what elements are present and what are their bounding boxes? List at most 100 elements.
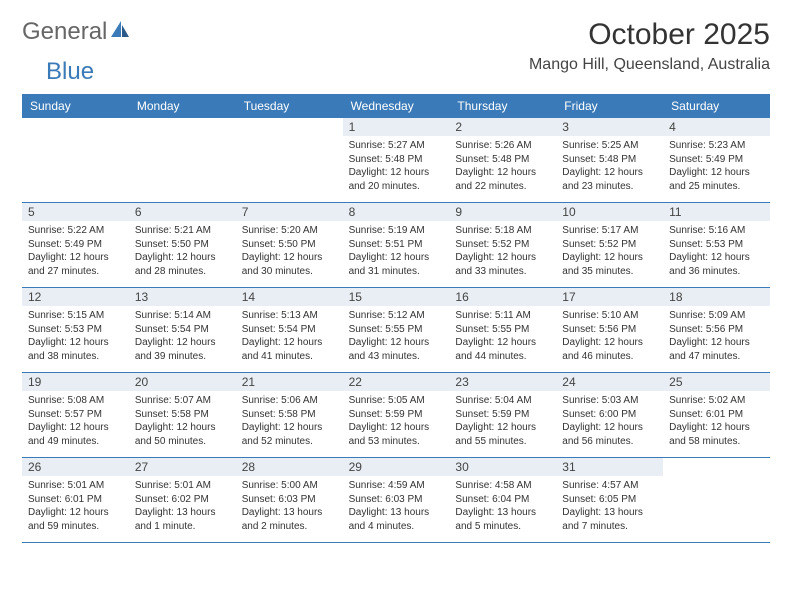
sunrise-text: Sunrise: 5:12 AM <box>349 309 444 323</box>
sunrise-text: Sunrise: 5:00 AM <box>242 479 337 493</box>
day-number: 19 <box>22 373 129 391</box>
sunset-text: Sunset: 6:05 PM <box>562 493 657 507</box>
daylight-text: Daylight: 12 hours and 53 minutes. <box>349 421 444 448</box>
day-cell: 31Sunrise: 4:57 AMSunset: 6:05 PMDayligh… <box>556 458 663 542</box>
day-cell: 14Sunrise: 5:13 AMSunset: 5:54 PMDayligh… <box>236 288 343 372</box>
daylight-text: Daylight: 12 hours and 44 minutes. <box>455 336 550 363</box>
day-cell: 29Sunrise: 4:59 AMSunset: 6:03 PMDayligh… <box>343 458 450 542</box>
daylight-text: Daylight: 12 hours and 50 minutes. <box>135 421 230 448</box>
daylight-text: Daylight: 12 hours and 43 minutes. <box>349 336 444 363</box>
day-number <box>22 118 129 136</box>
sunset-text: Sunset: 5:52 PM <box>562 238 657 252</box>
day-cell: 6Sunrise: 5:21 AMSunset: 5:50 PMDaylight… <box>129 203 236 287</box>
day-content: Sunrise: 5:18 AMSunset: 5:52 PMDaylight:… <box>449 221 556 284</box>
week-row: 19Sunrise: 5:08 AMSunset: 5:57 PMDayligh… <box>22 373 770 458</box>
day-number: 12 <box>22 288 129 306</box>
sunset-text: Sunset: 5:52 PM <box>455 238 550 252</box>
day-number: 10 <box>556 203 663 221</box>
week-row: 1Sunrise: 5:27 AMSunset: 5:48 PMDaylight… <box>22 118 770 203</box>
day-number: 6 <box>129 203 236 221</box>
weeks-container: 1Sunrise: 5:27 AMSunset: 5:48 PMDaylight… <box>22 118 770 543</box>
daylight-text: Daylight: 12 hours and 33 minutes. <box>455 251 550 278</box>
sunset-text: Sunset: 5:54 PM <box>135 323 230 337</box>
day-cell: 11Sunrise: 5:16 AMSunset: 5:53 PMDayligh… <box>663 203 770 287</box>
day-number: 30 <box>449 458 556 476</box>
sunrise-text: Sunrise: 5:03 AM <box>562 394 657 408</box>
day-cell: 19Sunrise: 5:08 AMSunset: 5:57 PMDayligh… <box>22 373 129 457</box>
sunset-text: Sunset: 5:50 PM <box>242 238 337 252</box>
day-number: 13 <box>129 288 236 306</box>
sunrise-text: Sunrise: 5:22 AM <box>28 224 123 238</box>
sunset-text: Sunset: 6:03 PM <box>242 493 337 507</box>
day-number: 14 <box>236 288 343 306</box>
sunrise-text: Sunrise: 5:21 AM <box>135 224 230 238</box>
day-cell <box>22 118 129 202</box>
day-number: 5 <box>22 203 129 221</box>
day-content: Sunrise: 5:12 AMSunset: 5:55 PMDaylight:… <box>343 306 450 369</box>
day-content: Sunrise: 4:57 AMSunset: 6:05 PMDaylight:… <box>556 476 663 539</box>
day-content-empty <box>236 136 343 145</box>
day-header: Saturday <box>663 94 770 118</box>
day-header: Wednesday <box>343 94 450 118</box>
sunset-text: Sunset: 6:01 PM <box>28 493 123 507</box>
daylight-text: Daylight: 13 hours and 5 minutes. <box>455 506 550 533</box>
daylight-text: Daylight: 12 hours and 59 minutes. <box>28 506 123 533</box>
sunrise-text: Sunrise: 5:09 AM <box>669 309 764 323</box>
daylight-text: Daylight: 13 hours and 7 minutes. <box>562 506 657 533</box>
daylight-text: Daylight: 12 hours and 20 minutes. <box>349 166 444 193</box>
sunrise-text: Sunrise: 5:18 AM <box>455 224 550 238</box>
day-content: Sunrise: 5:06 AMSunset: 5:58 PMDaylight:… <box>236 391 343 454</box>
day-content: Sunrise: 5:13 AMSunset: 5:54 PMDaylight:… <box>236 306 343 369</box>
day-number: 21 <box>236 373 343 391</box>
day-cell: 20Sunrise: 5:07 AMSunset: 5:58 PMDayligh… <box>129 373 236 457</box>
sunrise-text: Sunrise: 5:11 AM <box>455 309 550 323</box>
sunrise-text: Sunrise: 5:02 AM <box>669 394 764 408</box>
sunset-text: Sunset: 5:54 PM <box>242 323 337 337</box>
daylight-text: Daylight: 12 hours and 27 minutes. <box>28 251 123 278</box>
sunset-text: Sunset: 5:48 PM <box>455 153 550 167</box>
daylight-text: Daylight: 12 hours and 36 minutes. <box>669 251 764 278</box>
day-cell: 5Sunrise: 5:22 AMSunset: 5:49 PMDaylight… <box>22 203 129 287</box>
sunset-text: Sunset: 6:00 PM <box>562 408 657 422</box>
day-number: 25 <box>663 373 770 391</box>
day-cell: 25Sunrise: 5:02 AMSunset: 6:01 PMDayligh… <box>663 373 770 457</box>
day-number: 17 <box>556 288 663 306</box>
sunrise-text: Sunrise: 4:59 AM <box>349 479 444 493</box>
day-cell: 27Sunrise: 5:01 AMSunset: 6:02 PMDayligh… <box>129 458 236 542</box>
day-content: Sunrise: 5:01 AMSunset: 6:02 PMDaylight:… <box>129 476 236 539</box>
daylight-text: Daylight: 12 hours and 39 minutes. <box>135 336 230 363</box>
day-cell: 9Sunrise: 5:18 AMSunset: 5:52 PMDaylight… <box>449 203 556 287</box>
daylight-text: Daylight: 12 hours and 38 minutes. <box>28 336 123 363</box>
calendar: Sunday Monday Tuesday Wednesday Thursday… <box>22 94 770 543</box>
day-content-empty <box>663 476 770 485</box>
day-cell: 1Sunrise: 5:27 AMSunset: 5:48 PMDaylight… <box>343 118 450 202</box>
day-number: 15 <box>343 288 450 306</box>
sunrise-text: Sunrise: 5:06 AM <box>242 394 337 408</box>
day-cell: 3Sunrise: 5:25 AMSunset: 5:48 PMDaylight… <box>556 118 663 202</box>
sunset-text: Sunset: 5:53 PM <box>669 238 764 252</box>
day-number: 26 <box>22 458 129 476</box>
week-row: 12Sunrise: 5:15 AMSunset: 5:53 PMDayligh… <box>22 288 770 373</box>
day-content: Sunrise: 4:58 AMSunset: 6:04 PMDaylight:… <box>449 476 556 539</box>
day-cell: 30Sunrise: 4:58 AMSunset: 6:04 PMDayligh… <box>449 458 556 542</box>
day-content: Sunrise: 5:27 AMSunset: 5:48 PMDaylight:… <box>343 136 450 199</box>
daylight-text: Daylight: 13 hours and 1 minute. <box>135 506 230 533</box>
sunrise-text: Sunrise: 5:26 AM <box>455 139 550 153</box>
sunset-text: Sunset: 5:49 PM <box>669 153 764 167</box>
day-number: 1 <box>343 118 450 136</box>
day-number: 28 <box>236 458 343 476</box>
day-number: 24 <box>556 373 663 391</box>
daylight-text: Daylight: 12 hours and 55 minutes. <box>455 421 550 448</box>
sunrise-text: Sunrise: 5:14 AM <box>135 309 230 323</box>
sunrise-text: Sunrise: 5:17 AM <box>562 224 657 238</box>
day-number: 11 <box>663 203 770 221</box>
week-row: 5Sunrise: 5:22 AMSunset: 5:49 PMDaylight… <box>22 203 770 288</box>
brand-part1: General <box>22 18 107 46</box>
day-cell: 28 Sunrise: 5:00 AMSunset: 6:03 PMDayligh… <box>236 458 343 542</box>
daylight-text: Daylight: 13 hours and 2 minutes. <box>242 506 337 533</box>
day-content: Sunrise: 5:15 AMSunset: 5:53 PMDaylight:… <box>22 306 129 369</box>
day-content: Sunrise: 5:01 AMSunset: 6:01 PMDaylight:… <box>22 476 129 539</box>
day-cell: 4Sunrise: 5:23 AMSunset: 5:49 PMDaylight… <box>663 118 770 202</box>
day-number: 4 <box>663 118 770 136</box>
sunset-text: Sunset: 5:56 PM <box>669 323 764 337</box>
